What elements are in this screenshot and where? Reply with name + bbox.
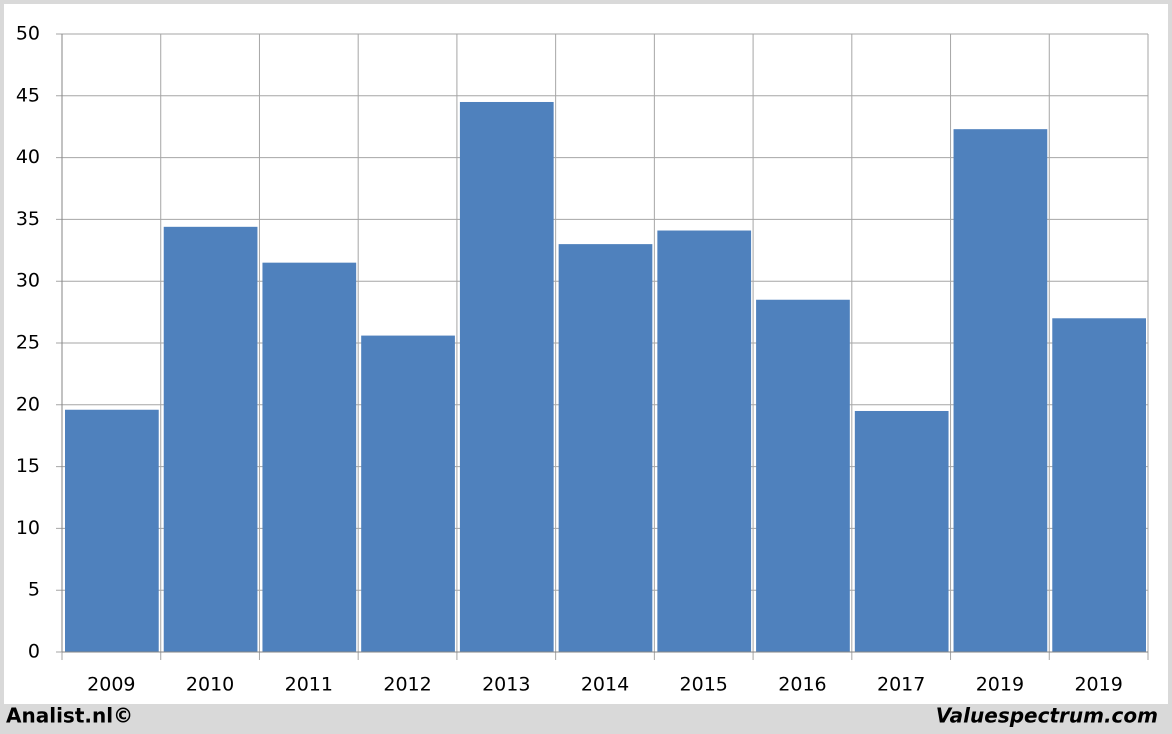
y-tick-label: 35: [16, 208, 40, 230]
x-tick-label: 2016: [778, 674, 826, 696]
bar: [65, 409, 159, 652]
y-tick-label: 10: [16, 517, 40, 539]
bar: [459, 101, 554, 653]
x-tick-label: 2012: [383, 674, 431, 696]
x-tick-label: 2014: [581, 674, 629, 696]
bar: [854, 410, 949, 652]
y-tick-label: 45: [16, 84, 40, 106]
bar: [163, 226, 258, 653]
x-tick-label: 2010: [186, 674, 234, 696]
y-tick-label: 25: [16, 332, 40, 354]
x-tick-label: 2013: [482, 674, 530, 696]
bar: [262, 262, 357, 652]
y-tick-label: 30: [16, 270, 40, 292]
source-right: Valuespectrum.com: [936, 704, 1158, 728]
x-tick-label: 2017: [877, 674, 925, 696]
x-tick-label: 2015: [680, 674, 728, 696]
y-tick-label: 50: [16, 23, 40, 45]
bar: [558, 244, 653, 652]
x-tick-label: 2019: [976, 674, 1024, 696]
y-tick-label: 40: [16, 146, 40, 168]
x-tick-label: 2011: [285, 674, 333, 696]
bar: [953, 129, 1048, 652]
y-tick-label: 15: [16, 455, 40, 477]
bar: [756, 299, 850, 652]
bar: [361, 335, 455, 652]
x-tick-label: 2009: [87, 674, 135, 696]
bar: [1052, 318, 1146, 652]
y-tick-label: 5: [28, 579, 40, 601]
x-tick-label: 2019: [1074, 674, 1122, 696]
y-tick-label: 0: [28, 641, 40, 663]
bar: [657, 230, 752, 653]
y-tick-label: 20: [16, 393, 40, 415]
source-left: Analist.nl©: [6, 704, 133, 728]
